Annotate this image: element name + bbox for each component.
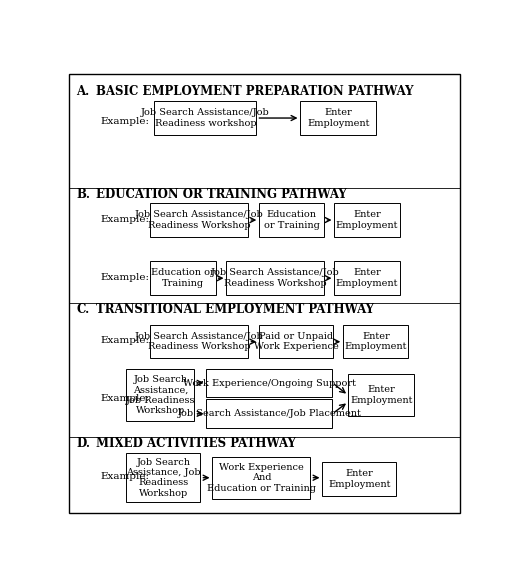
Text: Example:: Example: — [101, 215, 150, 224]
Text: Example:: Example: — [101, 394, 150, 403]
Text: Job Search Assistance/Job
Readiness Workshop: Job Search Assistance/Job Readiness Work… — [135, 210, 264, 229]
Text: A.: A. — [76, 85, 90, 98]
FancyBboxPatch shape — [151, 203, 249, 236]
Text: Job Search
Assistance, Job
Readiness
Workshop: Job Search Assistance, Job Readiness Wor… — [126, 458, 201, 498]
FancyBboxPatch shape — [334, 261, 399, 295]
Text: B.: B. — [76, 188, 90, 201]
FancyBboxPatch shape — [348, 374, 414, 417]
Text: Job Search Assistance/Job Placement: Job Search Assistance/Job Placement — [178, 409, 361, 418]
Text: Enter
Employment: Enter Employment — [350, 385, 413, 405]
Text: Example:: Example: — [101, 336, 150, 345]
FancyBboxPatch shape — [154, 101, 256, 135]
Text: Job Search
Assistance,
Job Readiness
Workshop: Job Search Assistance, Job Readiness Wor… — [126, 375, 195, 415]
Text: TRANSITIONAL EMPLOYMENT PATHWAY: TRANSITIONAL EMPLOYMENT PATHWAY — [96, 303, 375, 316]
FancyBboxPatch shape — [259, 203, 325, 236]
Text: EDUCATION OR TRAINING PATHWAY: EDUCATION OR TRAINING PATHWAY — [96, 188, 347, 201]
Text: Example:: Example: — [101, 273, 150, 282]
Text: Enter
Employment: Enter Employment — [336, 210, 398, 229]
Text: Example:: Example: — [101, 472, 150, 481]
Text: MIXED ACTIVITIES PATHWAY: MIXED ACTIVITIES PATHWAY — [96, 437, 296, 450]
FancyBboxPatch shape — [69, 74, 460, 512]
FancyBboxPatch shape — [151, 261, 216, 295]
Text: Enter
Employment: Enter Employment — [345, 332, 407, 351]
Text: Education or
Training: Education or Training — [151, 268, 215, 288]
Text: Job Search Assistance/Job
Readiness Workshop: Job Search Assistance/Job Readiness Work… — [135, 332, 264, 351]
Text: Work Experience/Ongoing Support: Work Experience/Ongoing Support — [183, 379, 356, 388]
Text: Work Experience
And
Education or Training: Work Experience And Education or Trainin… — [207, 463, 316, 493]
FancyBboxPatch shape — [126, 453, 200, 503]
FancyBboxPatch shape — [343, 325, 409, 358]
Text: Enter
Employment: Enter Employment — [328, 469, 391, 489]
Text: BASIC EMPLOYMENT PREPARATION PATHWAY: BASIC EMPLOYMENT PREPARATION PATHWAY — [96, 85, 414, 98]
Text: D.: D. — [76, 437, 90, 450]
Text: Job Search Assistance/Job
Readiness Workshop: Job Search Assistance/Job Readiness Work… — [211, 268, 340, 288]
FancyBboxPatch shape — [213, 457, 311, 499]
FancyBboxPatch shape — [300, 101, 377, 135]
Text: Example:: Example: — [101, 117, 150, 125]
FancyBboxPatch shape — [259, 325, 333, 358]
Text: Job Search Assistance/Job
Readiness workshop: Job Search Assistance/Job Readiness work… — [141, 108, 270, 127]
Text: Enter
Employment: Enter Employment — [307, 108, 369, 127]
Text: C.: C. — [76, 303, 90, 316]
FancyBboxPatch shape — [334, 203, 399, 236]
FancyBboxPatch shape — [126, 370, 195, 421]
Text: Education
or Training: Education or Training — [264, 210, 320, 229]
FancyBboxPatch shape — [206, 369, 332, 397]
FancyBboxPatch shape — [206, 399, 332, 428]
FancyBboxPatch shape — [322, 462, 396, 496]
Text: Enter
Employment: Enter Employment — [336, 268, 398, 288]
Text: Paid or Unpaid
Work Experience: Paid or Unpaid Work Experience — [254, 332, 338, 351]
FancyBboxPatch shape — [151, 325, 249, 358]
FancyBboxPatch shape — [227, 261, 325, 295]
